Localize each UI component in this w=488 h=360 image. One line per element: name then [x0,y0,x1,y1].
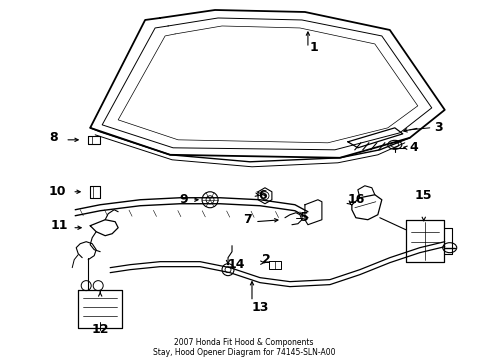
Text: 15: 15 [414,189,431,202]
Text: 11: 11 [51,219,68,232]
Text: 6: 6 [258,189,266,202]
Text: 12: 12 [91,323,109,336]
Text: 16: 16 [347,193,365,206]
Text: 5: 5 [299,211,308,224]
Text: 7: 7 [243,213,251,226]
Text: 8: 8 [49,131,58,144]
Text: 4: 4 [409,141,418,154]
Text: 13: 13 [251,301,269,314]
Text: 2: 2 [262,253,270,266]
Text: 2007 Honda Fit Hood & Components
Stay, Hood Opener Diagram for 74145-SLN-A00: 2007 Honda Fit Hood & Components Stay, H… [152,338,335,357]
Text: 14: 14 [227,258,245,271]
Text: 9: 9 [179,193,188,206]
Text: 1: 1 [309,41,318,54]
Text: 10: 10 [49,185,66,198]
Text: 3: 3 [433,121,442,134]
